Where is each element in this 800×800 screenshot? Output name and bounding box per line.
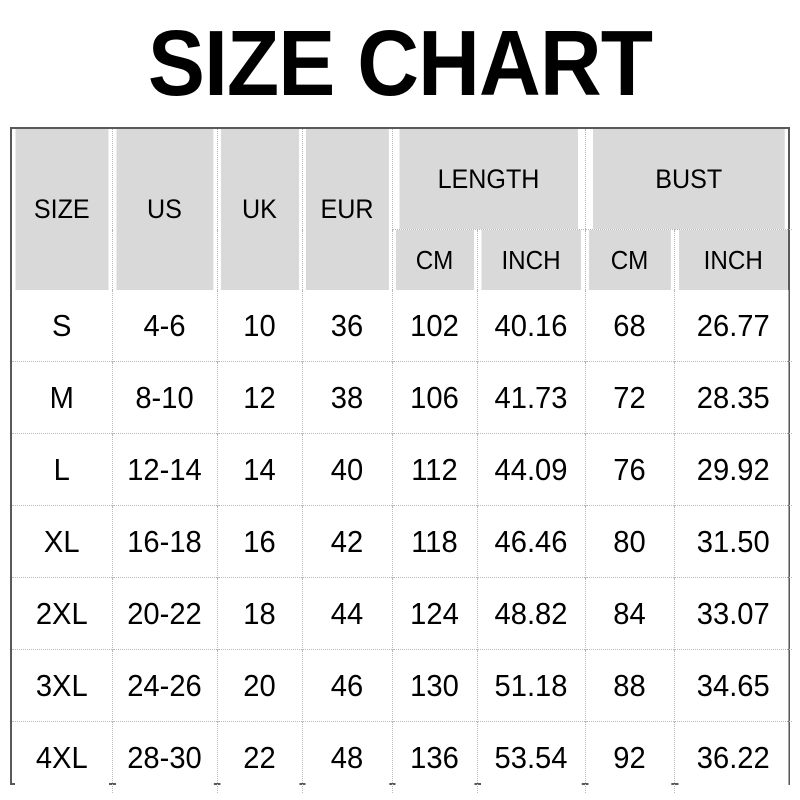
cell-bust-inch: 29.92 xyxy=(677,433,789,506)
cell-us: 4-6 xyxy=(114,290,214,362)
table-row: 3XL 24-26 20 46 130 51.18 88 34.65 xyxy=(12,649,792,722)
column-header-eur: EUR xyxy=(304,129,389,290)
table-row: XL 16-18 16 42 118 46.46 80 31.50 xyxy=(12,505,792,578)
cell-us: 20-22 xyxy=(114,577,214,650)
cell-length-cm: 118 xyxy=(394,505,475,578)
cell-eur: 46 xyxy=(304,649,390,722)
cell-size: S xyxy=(15,290,109,362)
cell-size: L xyxy=(15,433,109,506)
table-row: 4XL 28-30 22 48 136 53.54 92 36.22 xyxy=(12,721,792,793)
cell-uk: 10 xyxy=(219,290,300,362)
cell-size: 2XL xyxy=(15,577,109,650)
cell-uk: 20 xyxy=(219,649,300,722)
cell-bust-inch: 34.65 xyxy=(677,649,789,722)
cell-uk: 14 xyxy=(219,433,300,506)
cell-us: 12-14 xyxy=(114,433,214,506)
cell-size: M xyxy=(15,361,109,434)
cell-length-cm: 106 xyxy=(394,361,475,434)
header-row-groups: SIZE US UK EUR LENGTH BUST xyxy=(12,129,792,290)
cell-us: 16-18 xyxy=(114,505,214,578)
cell-bust-cm: 92 xyxy=(587,721,672,793)
cell-size: XL xyxy=(15,505,109,578)
cell-eur: 40 xyxy=(304,433,390,506)
cell-bust-cm: 88 xyxy=(587,649,672,722)
cell-length-cm: 102 xyxy=(394,290,475,362)
cell-length-inch: 53.54 xyxy=(479,721,582,793)
cell-eur: 42 xyxy=(304,505,390,578)
cell-length-inch: 51.18 xyxy=(479,649,582,722)
table-row: S 4-6 10 36 102 40.16 68 26.77 xyxy=(12,290,792,362)
column-header-uk: UK xyxy=(219,129,300,290)
size-chart-table: SIZE US UK EUR LENGTH BUST CM INCH CM IN… xyxy=(12,129,792,793)
column-header-size: SIZE xyxy=(15,129,109,290)
cell-bust-inch: 36.22 xyxy=(677,721,789,793)
cell-bust-inch: 31.50 xyxy=(677,505,789,578)
table-header: SIZE US UK EUR LENGTH BUST CM INCH CM IN… xyxy=(12,129,792,290)
cell-us: 24-26 xyxy=(114,649,214,722)
cell-size: 4XL xyxy=(15,721,109,793)
cell-bust-cm: 72 xyxy=(587,361,672,434)
cell-bust-cm: 80 xyxy=(587,505,672,578)
cell-size: 3XL xyxy=(15,649,109,722)
cell-bust-inch: 28.35 xyxy=(677,361,789,434)
cell-length-inch: 48.82 xyxy=(479,577,582,650)
page-title: SIZE CHART xyxy=(147,11,653,115)
column-header-length-cm: CM xyxy=(394,229,475,290)
cell-uk: 12 xyxy=(219,361,300,434)
cell-bust-inch: 26.77 xyxy=(677,290,789,362)
cell-eur: 36 xyxy=(304,290,390,362)
cell-bust-cm: 84 xyxy=(587,577,672,650)
cell-eur: 38 xyxy=(304,361,390,434)
cell-length-cm: 130 xyxy=(394,649,475,722)
cell-eur: 48 xyxy=(304,721,390,793)
cell-us: 8-10 xyxy=(114,361,214,434)
cell-length-cm: 124 xyxy=(394,577,475,650)
column-header-length: LENGTH xyxy=(398,129,579,230)
table-row: L 12-14 14 40 112 44.09 76 29.92 xyxy=(12,433,792,506)
cell-us: 28-30 xyxy=(114,721,214,793)
cell-length-inch: 46.46 xyxy=(479,505,582,578)
cell-length-inch: 44.09 xyxy=(479,433,582,506)
cell-bust-cm: 68 xyxy=(587,290,672,362)
column-header-length-inch: INCH xyxy=(480,229,582,290)
column-header-bust-inch: INCH xyxy=(677,229,788,290)
cell-uk: 18 xyxy=(219,577,300,650)
cell-bust-cm: 76 xyxy=(587,433,672,506)
table-row: M 8-10 12 38 106 41.73 72 28.35 xyxy=(12,361,792,434)
table-body: S 4-6 10 36 102 40.16 68 26.77 M 8-10 12… xyxy=(12,290,792,793)
cell-length-cm: 136 xyxy=(394,721,475,793)
cell-eur: 44 xyxy=(304,577,390,650)
size-chart-table-container: SIZE US UK EUR LENGTH BUST CM INCH CM IN… xyxy=(10,127,790,793)
column-header-bust-cm: CM xyxy=(587,229,671,290)
cell-uk: 16 xyxy=(219,505,300,578)
cell-length-inch: 40.16 xyxy=(479,290,582,362)
cell-length-cm: 112 xyxy=(394,433,475,506)
column-header-us: US xyxy=(115,129,214,290)
cell-length-inch: 41.73 xyxy=(479,361,582,434)
cell-uk: 22 xyxy=(219,721,300,793)
header-row-units: CM INCH CM INCH xyxy=(12,229,792,290)
column-header-bust: BUST xyxy=(591,129,785,230)
cell-bust-inch: 33.07 xyxy=(677,577,789,650)
table-row: 2XL 20-22 18 44 124 48.82 84 33.07 xyxy=(12,577,792,650)
